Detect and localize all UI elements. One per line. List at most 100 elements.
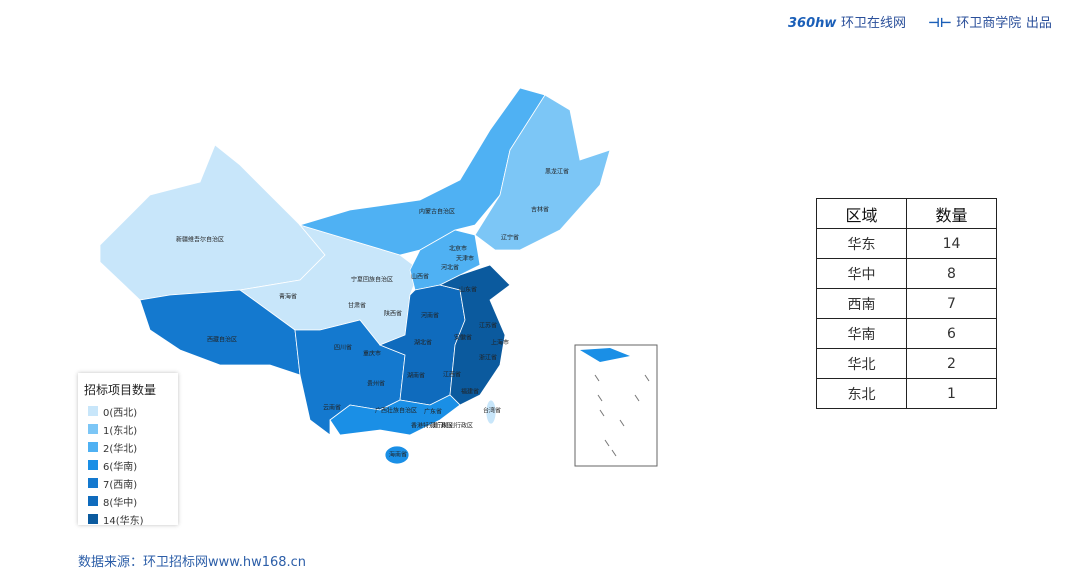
province-label: 重庆市 [363, 350, 381, 358]
province-label: 宁夏回族自治区 [351, 276, 393, 284]
table-cell: 14 [906, 228, 997, 259]
province-label: 山东省 [459, 286, 477, 294]
island-line [644, 374, 650, 382]
province-label: 安徽省 [454, 334, 472, 342]
region [474, 94, 611, 251]
province-label: 青海省 [279, 293, 297, 301]
credit: 出品 [1025, 16, 1052, 31]
legend-item: 2(华北) [88, 438, 178, 456]
province-label: 吉林省 [531, 206, 549, 214]
table-cell: 华中 [816, 258, 907, 289]
table-cell: 6 [906, 318, 997, 349]
region [329, 394, 461, 436]
data-table: 区域 数量 华东 14 华中 8 西南 7 华南 6 华北 2 东北 1 [816, 198, 997, 409]
island-line [599, 409, 605, 417]
province-label: 河北省 [441, 264, 459, 272]
province-label: 黑龙江省 [545, 168, 569, 176]
table-header-cell: 区域 [816, 198, 907, 229]
province-label: 上海市 [491, 339, 509, 347]
logo-360hw: 360hw 环卫在线网 [788, 12, 906, 31]
inset-coast [580, 348, 630, 362]
province-label: 台湾省 [483, 407, 501, 415]
province-label: 湖北省 [414, 339, 432, 347]
legend-title: 招标项目数量 [84, 383, 157, 397]
legend-label: 2(华北) [103, 443, 138, 455]
province-label: 湖南省 [407, 372, 425, 380]
logo-text: 环卫商学院 [956, 16, 1022, 31]
legend-item: 0(西北) [88, 402, 178, 420]
table-cell: 东北 [816, 378, 907, 409]
province-label: 北京市 [449, 245, 467, 253]
legend-label: 1(东北) [103, 425, 138, 437]
table-header-row: 区域 数量 [816, 198, 997, 229]
table-cell: 2 [906, 348, 997, 379]
province-label: 河南省 [421, 312, 439, 320]
legend-label: 6(华南) [103, 461, 138, 473]
table-cell: 1 [906, 378, 997, 409]
legend-swatch [88, 460, 98, 470]
legend: 招标项目数量 0(西北) 1(东北) 2(华北) 6(华南) 7(西南) 8(华中) 14(… [78, 373, 178, 528]
province-label: 香港特别行政区 [411, 422, 453, 430]
province-label: 海南省 [389, 451, 407, 459]
table-row: 西南 7 [816, 288, 997, 319]
legend-swatch [88, 424, 98, 434]
legend-swatch [88, 514, 98, 524]
province-label: 江西省 [443, 371, 461, 379]
legend-item: 14(华东) [88, 510, 178, 528]
island-line [634, 394, 640, 402]
province-label: 辽宁省 [501, 234, 519, 242]
legend-swatch [88, 496, 98, 506]
table-cell: 华东 [816, 228, 907, 259]
inset-frame [574, 344, 658, 467]
province-label: 广东省 [424, 408, 442, 416]
table-cell: 8 [906, 258, 997, 289]
legend-label: 0(西北) [103, 407, 138, 419]
province-label: 山西省 [411, 273, 429, 281]
province-label: 天津市 [456, 255, 474, 263]
legend-item: 6(华南) [88, 456, 178, 474]
table-cell: 华南 [816, 318, 907, 349]
province-label: 内蒙古自治区 [419, 208, 455, 216]
table-cell: 华北 [816, 348, 907, 379]
province-label: 浙江省 [479, 354, 497, 362]
legend-label: 7(西南) [103, 479, 138, 491]
province-label: 江苏省 [479, 322, 497, 330]
legend-item: 1(东北) [88, 420, 178, 438]
table-row: 华东 14 [816, 228, 997, 259]
table-cell: 7 [906, 288, 997, 319]
island-line [619, 419, 625, 427]
province-label: 澳门特别行政区 [431, 422, 473, 430]
table-cell: 西南 [816, 288, 907, 319]
logo-mark: 360hw [788, 16, 837, 31]
island-line [604, 439, 610, 447]
province-label: 陕西省 [384, 310, 402, 318]
region [99, 144, 326, 301]
province-label: 四川省 [334, 344, 352, 352]
province-label: 新疆维吾尔自治区 [176, 236, 224, 244]
island-line [594, 374, 600, 382]
province-label: 云南省 [323, 404, 341, 412]
logo-text: 环卫在线网 [840, 16, 906, 31]
island-line [597, 394, 603, 402]
table-row: 东北 1 [816, 378, 997, 409]
island-line [611, 449, 617, 457]
province-label: 甘肃省 [348, 302, 366, 310]
legend-item: 7(西南) [88, 474, 178, 492]
province-label: 广西壮族自治区 [375, 407, 417, 415]
legend-swatch [88, 406, 98, 416]
legend-label: 14(华东) [103, 515, 144, 527]
province-label: 福建省 [461, 388, 479, 396]
table-header-cell: 数量 [906, 198, 997, 229]
table-row: 华中 8 [816, 258, 997, 289]
logo-academy: ⊣⊢ 环卫商学院 出品 [928, 16, 1052, 31]
table-row: 华南 6 [816, 318, 997, 349]
province-label: 贵州省 [367, 380, 385, 388]
table-row: 华北 2 [816, 348, 997, 379]
legend-swatch [88, 442, 98, 452]
region [485, 399, 497, 425]
province-label: 西藏自治区 [207, 336, 237, 344]
region [384, 445, 410, 465]
legend-label: 8(华中) [103, 497, 138, 509]
